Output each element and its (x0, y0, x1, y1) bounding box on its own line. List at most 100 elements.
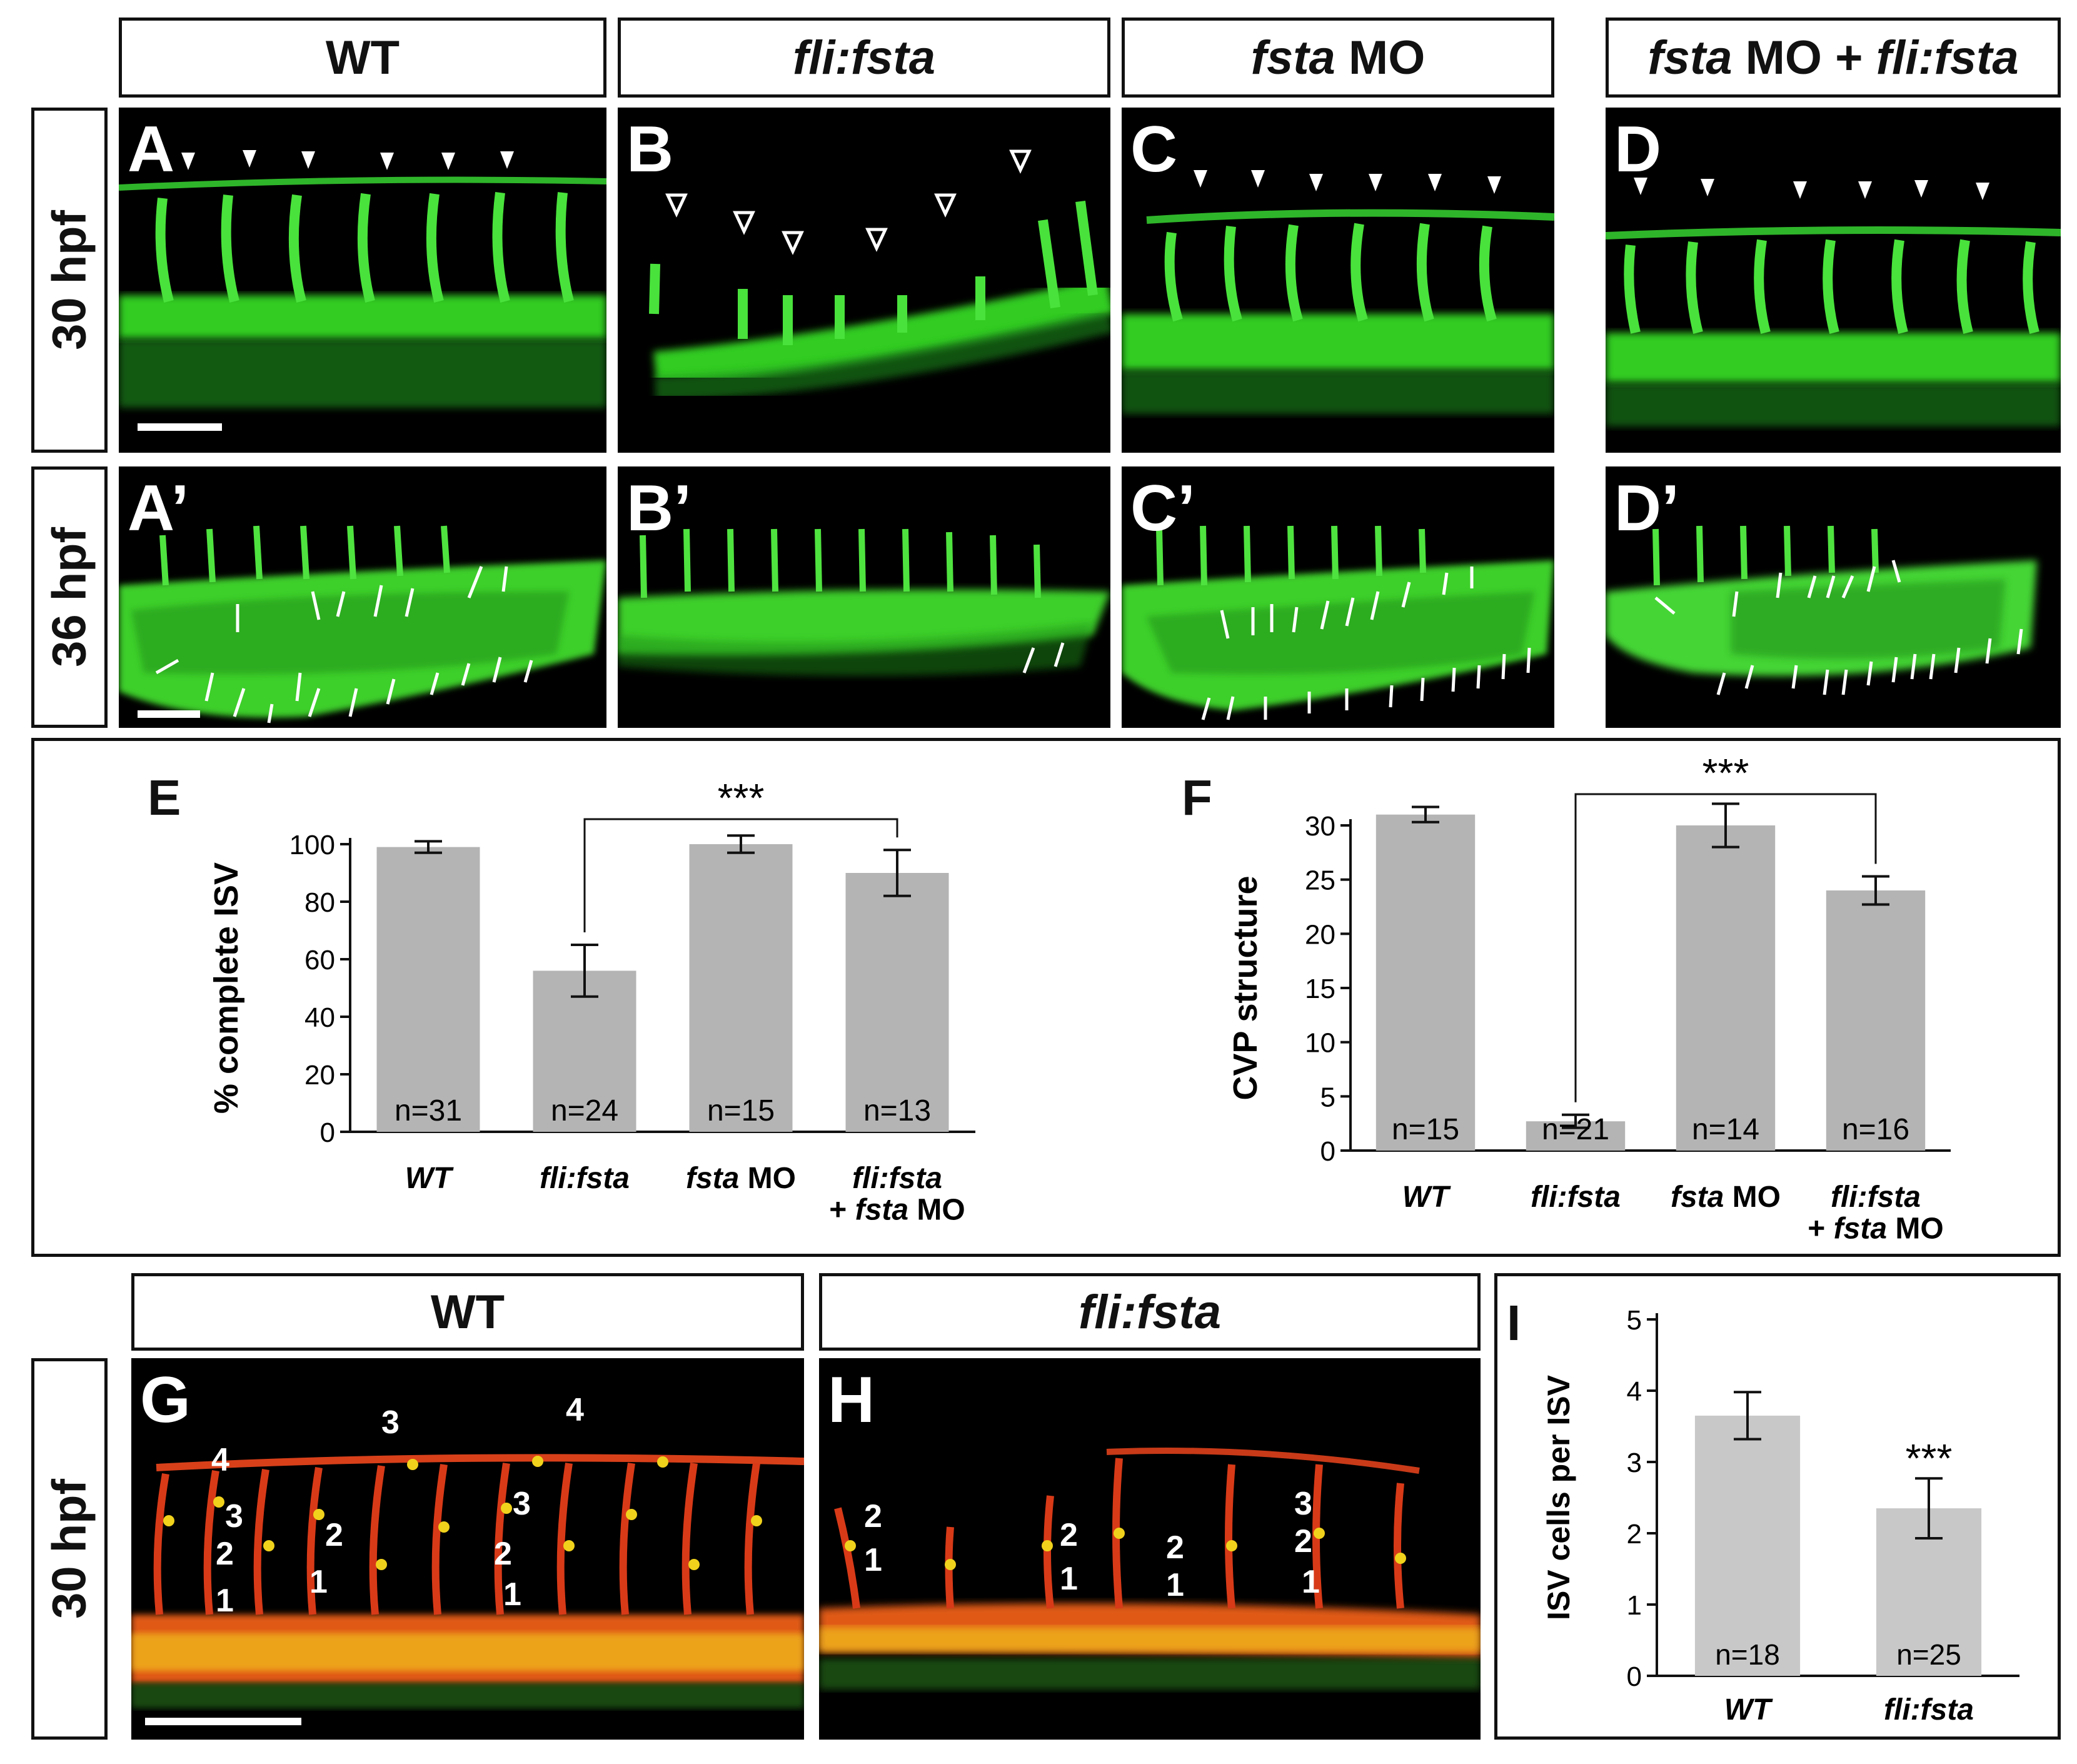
cell-number-g-9: 4 (566, 1392, 584, 1428)
bottom-header-wt-text: WT (430, 1285, 505, 1339)
cell-number-h-8: 2 (1294, 1523, 1312, 1560)
chart-f-category-label-3-1: + fsta MO (1808, 1212, 1943, 1245)
cell-number-h-7: 3 (1294, 1486, 1312, 1522)
chart-e-significance-label: *** (718, 775, 765, 820)
micrograph-h-image: 2 1 2 1 2 1 3 2 1 (819, 1448, 1481, 1690)
combo-fli-text: fli:fsta (1876, 31, 2019, 84)
chart-f-svg: 0 5 10 15 20 25 30 CVP structure n=15 WT n=21 fli:f… (1227, 750, 1951, 1245)
column-header-wt-text: WT (325, 31, 400, 84)
micrograph-c-prime-image (1122, 525, 1554, 720)
chart-i-ytick-label-3: 3 (1627, 1448, 1642, 1478)
chart-e-category-label-2: fsta MO (686, 1162, 796, 1195)
chart-i-n-label-0: n=18 (1715, 1638, 1780, 1671)
panel-label-c: C (1130, 113, 1178, 186)
chart-f-n-label-1: n=21 (1542, 1113, 1609, 1146)
chart-e-ytick-label-1: 20 (304, 1060, 335, 1091)
chart-f: 0 5 10 15 20 25 30 CVP structure n=15 WT n=21 fli:f… (1225, 750, 1976, 1257)
micrograph-c: C (1122, 108, 1554, 453)
micrograph-a-image (119, 150, 606, 431)
chart-i-category-label-1: fli:fsta (1884, 1693, 1974, 1726)
chart-e-bar-0 (376, 847, 480, 1132)
micrograph-c-image (1122, 170, 1554, 414)
combo-mid-text: MO + (1732, 31, 1876, 84)
row-label-30hpf-bottom: 30 hpf (31, 1358, 108, 1740)
cell-number-h-6: 1 (1166, 1567, 1184, 1603)
chart-e-bar-2 (689, 844, 793, 1132)
row-label-36hpf: 36 hpf (31, 466, 108, 728)
cell-number-h-4: 1 (1060, 1561, 1078, 1597)
chart-f-n-label-2: n=14 (1692, 1113, 1759, 1146)
micrograph-g: 4 3 2 1 2 1 3 3 4 2 1 G (131, 1358, 804, 1740)
bottom-header-fli-text: fli:fsta (1079, 1285, 1221, 1339)
chart-i-n-label-1: n=25 (1896, 1638, 1961, 1671)
panel-label-a-prime: A’ (128, 472, 189, 545)
chart-i-svg: 0 1 2 3 4 5 ISV cells per ISV n=18 WT n=25 fli:fst… (1541, 1305, 2019, 1726)
chart-i-ytick-label-5: 5 (1627, 1305, 1642, 1336)
row-label-30hpf: 30 hpf (31, 108, 108, 453)
chart-f-ytick-label-3: 15 (1305, 974, 1335, 1004)
row-label-30hpf-text: 30 hpf (43, 210, 96, 350)
panel-label-d-prime: D’ (1614, 472, 1679, 545)
chart-i-ytick-label-2: 2 (1627, 1519, 1642, 1550)
chart-e-significance-bracket (583, 818, 898, 932)
chart-f-n-label-3: n=16 (1842, 1113, 1909, 1146)
chart-f-bar-2 (1676, 825, 1776, 1151)
chart-e-n-label-0: n=31 (395, 1094, 462, 1127)
panel-label-e: E (148, 770, 181, 825)
chart-f-ytick-label-4: 20 (1305, 919, 1335, 950)
panel-label-a: A (128, 113, 175, 186)
chart-e-svg: 0 20 40 60 80 100 % complete ISV n=31 WT n=24 fli:… (208, 775, 975, 1226)
chart-f-ylabel: CVP structure (1227, 875, 1264, 1100)
chart-i-bar-0 (1694, 1415, 1801, 1676)
chart-e-category-label-3-1: + fsta MO (829, 1193, 965, 1226)
panel-label-i: I (1507, 1295, 1521, 1351)
chart-e-n-label-3: n=13 (863, 1094, 931, 1127)
chart-f-ytick-label-2: 10 (1305, 1028, 1335, 1059)
chart-e-category-label-3-0: fli:fsta (852, 1162, 942, 1195)
micrograph-b-image (649, 149, 1110, 401)
micrograph-b: B (618, 108, 1110, 453)
cell-number-h-2: 1 (864, 1542, 882, 1578)
chart-f-category-label-2: fsta MO (1671, 1181, 1781, 1214)
chart-e-category-label-0: WT (405, 1162, 454, 1195)
chart-e-ylabel: % complete ISV (208, 862, 245, 1114)
panel-label-d: D (1614, 113, 1662, 186)
panel-label-b-prime: B’ (626, 472, 691, 545)
chart-e-n-label-2: n=15 (707, 1094, 775, 1127)
column-header-combo: fsta MO + fli:fsta (1606, 18, 2061, 98)
column-header-mo: fsta MO (1122, 18, 1554, 98)
chart-f-category-label-0: WT (1402, 1181, 1451, 1214)
chart-i: 0 1 2 3 4 5 ISV cells per ISV n=18 WT n=25 fli:fst… (1541, 1288, 2051, 1732)
mo-gene-text: fsta (1250, 31, 1335, 84)
cell-number-g-4: 1 (216, 1583, 234, 1619)
bottom-header-wt: WT (131, 1273, 804, 1351)
bottom-header-fli: fli:fsta (819, 1273, 1481, 1351)
micrograph-h: 2 1 2 1 2 1 3 2 1 H (819, 1358, 1481, 1740)
cell-number-g-6: 1 (309, 1564, 328, 1600)
row-label-30hpf-bottom-text: 30 hpf (43, 1479, 96, 1619)
cell-number-g-5: 2 (325, 1517, 343, 1553)
chart-i-ylabel: ISV cells per ISV (1541, 1374, 1576, 1620)
cell-number-h-9: 1 (1302, 1564, 1320, 1600)
micrograph-a-prime: A’ (119, 466, 606, 728)
chart-f-significance-bracket (1574, 793, 1877, 1102)
cell-number-g-1: 4 (211, 1442, 229, 1478)
cell-number-g-2: 3 (225, 1498, 243, 1535)
micrograph-d-prime-image (1606, 525, 2037, 695)
cell-number-g-3: 2 (216, 1536, 234, 1572)
chart-e: 0 20 40 60 80 100 % complete ISV n=31 WT n=24 fli:… (200, 775, 1025, 1251)
chart-f-category-label-1: fli:fsta (1531, 1181, 1621, 1214)
chart-e-ytick-label-0: 0 (320, 1117, 335, 1148)
chart-i-ytick-label-4: 4 (1627, 1376, 1642, 1407)
combo-gene-text: fsta (1647, 31, 1733, 84)
cell-number-g-10: 2 (494, 1536, 512, 1572)
chart-f-ytick-label-6: 30 (1305, 811, 1335, 842)
cell-number-h-3: 2 (1060, 1517, 1078, 1553)
cell-number-h-1: 2 (864, 1498, 882, 1535)
chart-f-ytick-label-0: 0 (1320, 1136, 1335, 1167)
arrow-marks-c-prime (1201, 567, 1531, 720)
chart-e-ytick-label-3: 60 (304, 945, 335, 975)
mo-suffix-text: MO (1335, 31, 1426, 84)
column-header-mo-text: fsta MO (1251, 31, 1426, 85)
chart-f-ytick-label-1: 5 (1320, 1082, 1335, 1112)
